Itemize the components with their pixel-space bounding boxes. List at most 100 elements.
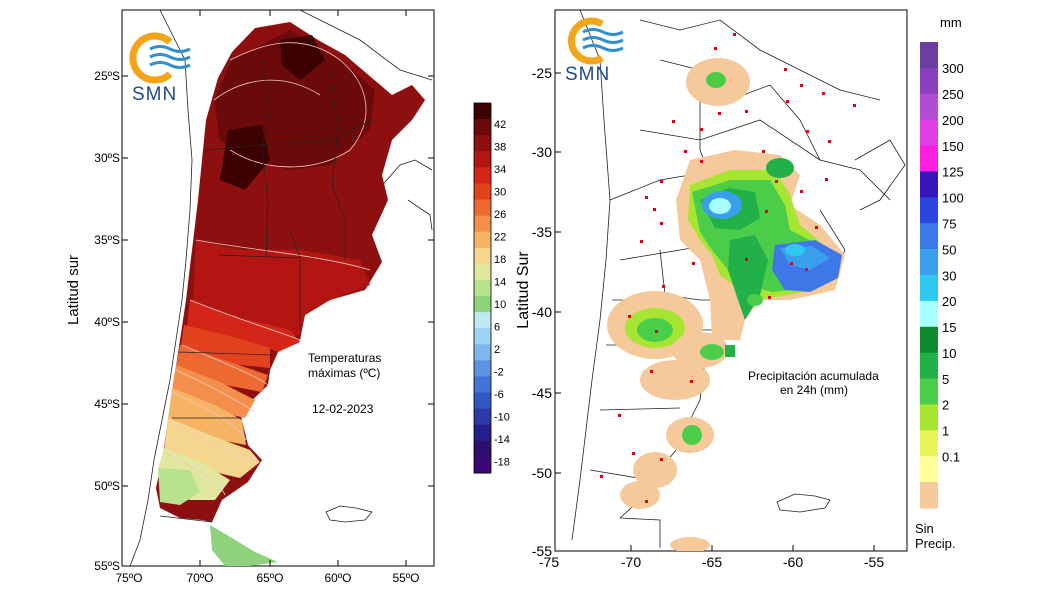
colorbar-label: 2 — [942, 398, 949, 413]
right-x-ticks: -75 -70 -65 -60 -55 — [539, 554, 884, 570]
precip-patches — [607, 58, 845, 551]
colorbar-label: 50 — [942, 242, 956, 257]
station-marker — [718, 112, 721, 115]
x-tick-m75: -75 — [539, 554, 559, 570]
temp-date: 12-02-2023 — [312, 402, 374, 416]
left-y-ticks: 25ºS 30ºS 35ºS 40ºS 45ºS 50ºS 55ºS — [94, 69, 120, 573]
temperature-map: 75ºO 70ºO 65ºO 60ºO 55ºO 25ºS 30ºS 35ºS … — [65, 9, 510, 585]
colorbar-label: 1 — [942, 424, 949, 439]
temp-title-line1: Temperaturas — [308, 351, 381, 365]
precip-title-line2: en 24h (mm) — [780, 383, 848, 397]
province-borders — [159, 59, 373, 523]
precip-patch-south-2 — [620, 481, 660, 509]
colorbar-label: 30 — [942, 268, 956, 283]
station-marker — [745, 258, 748, 261]
station-marker — [660, 222, 663, 225]
y-tick-m40: -40 — [532, 304, 552, 320]
station-marker — [645, 196, 648, 199]
station-marker — [828, 140, 831, 143]
precip-core-cordoba-20 — [709, 198, 731, 214]
station-marker — [825, 178, 828, 181]
x-tick-70: 70ºO — [186, 571, 213, 585]
station-marker — [690, 380, 693, 383]
station-marker — [786, 100, 789, 103]
colorbar-swatch — [474, 440, 491, 458]
precipitation-colorbar: 300 250 200 150 125 100 75 50 30 20 15 10 5 2 1 0.1 — [920, 42, 964, 509]
colorbar-swatch — [920, 352, 938, 380]
colorbar-label: 10 — [494, 299, 506, 311]
station-marker — [768, 296, 771, 299]
station-marker — [662, 285, 665, 288]
colorbar-label: 22 — [494, 232, 506, 244]
y-tick-25s: 25ºS — [94, 69, 120, 83]
station-marker — [660, 458, 663, 461]
station-marker — [632, 452, 635, 455]
colorbar-label: 6 — [494, 322, 500, 334]
colorbar-label: -14 — [494, 434, 510, 446]
colorbar-label: 75 — [942, 217, 956, 232]
no-precip-label-1: Sin — [915, 521, 934, 536]
smn-logo-text: SMN — [565, 64, 610, 85]
station-marker — [628, 315, 631, 318]
colorbar-swatch — [920, 404, 938, 431]
x-tick-m65: -65 — [702, 554, 722, 570]
precip-patch-salta-core — [706, 72, 726, 88]
precip-patch-south — [633, 452, 677, 488]
right-y-axis-label: Latitud Sur — [515, 251, 532, 329]
colorbar-swatch — [474, 279, 491, 297]
x-tick-m55: -55 — [864, 554, 884, 570]
y-tick-m45: -45 — [532, 385, 552, 401]
temp-band-22 — [168, 388, 246, 445]
colorbar-label: 300 — [942, 61, 964, 76]
precip-core-santafe — [766, 158, 794, 178]
colorbar-swatch — [474, 167, 491, 184]
colorbar-swatch — [920, 456, 938, 483]
tierra-del-fuego-temp — [210, 525, 278, 566]
station-marker — [765, 210, 768, 213]
station-marker — [655, 330, 658, 333]
colorbar-label: -6 — [494, 389, 504, 401]
colorbar-label: 20 — [942, 294, 956, 309]
precip-core-bsas-30 — [785, 244, 805, 256]
precip-patch-santacruz-5 — [682, 425, 702, 445]
colorbar-swatch — [920, 249, 938, 276]
precipitation-map: -75 -70 -65 -60 -55 -25 -30 -35 -40 -45 … — [515, 9, 964, 570]
right-tick-marks — [555, 72, 875, 551]
station-markers — [600, 33, 856, 503]
colorbar-label: 10 — [942, 346, 956, 361]
station-marker — [805, 268, 808, 271]
colorbar-label: -10 — [494, 412, 510, 424]
colorbar-swatch — [920, 275, 938, 302]
station-marker — [762, 150, 765, 153]
isotherm-lines — [163, 42, 371, 496]
colorbar-label: 18 — [494, 254, 506, 266]
colorbar-swatch — [474, 263, 491, 281]
y-tick-m55: -55 — [532, 543, 552, 559]
x-tick-65: 65ºO — [256, 571, 283, 585]
smn-logo-right: SMN — [565, 17, 624, 85]
colorbar-swatch — [920, 171, 938, 198]
colorbar-swatch — [920, 378, 938, 405]
colorbar-swatch — [474, 456, 491, 474]
uruguay-coast — [407, 199, 433, 231]
station-marker — [822, 92, 825, 95]
station-marker — [600, 475, 603, 478]
colorbar-swatch — [920, 326, 938, 354]
malvinas-islands — [325, 505, 373, 523]
temp-band-26 — [176, 345, 268, 392]
station-marker — [775, 180, 778, 183]
y-tick-45s: 45ºS — [94, 397, 120, 411]
y-tick-m30: -30 — [532, 144, 552, 160]
station-marker — [745, 110, 748, 113]
y-tick-35s: 35ºS — [94, 233, 120, 247]
station-marker — [653, 208, 656, 211]
colorbar-swatch — [474, 151, 491, 168]
chile-coastline — [129, 10, 193, 566]
colorbar-label: 38 — [494, 141, 506, 153]
precip-patch-rionegro-5 — [700, 344, 724, 360]
colorbar-label: 0.1 — [942, 450, 960, 465]
station-marker — [692, 262, 695, 265]
colorbar-swatch — [920, 67, 938, 95]
right-y-ticks: -25 -30 -35 -40 -45 -50 -55 — [532, 65, 552, 559]
